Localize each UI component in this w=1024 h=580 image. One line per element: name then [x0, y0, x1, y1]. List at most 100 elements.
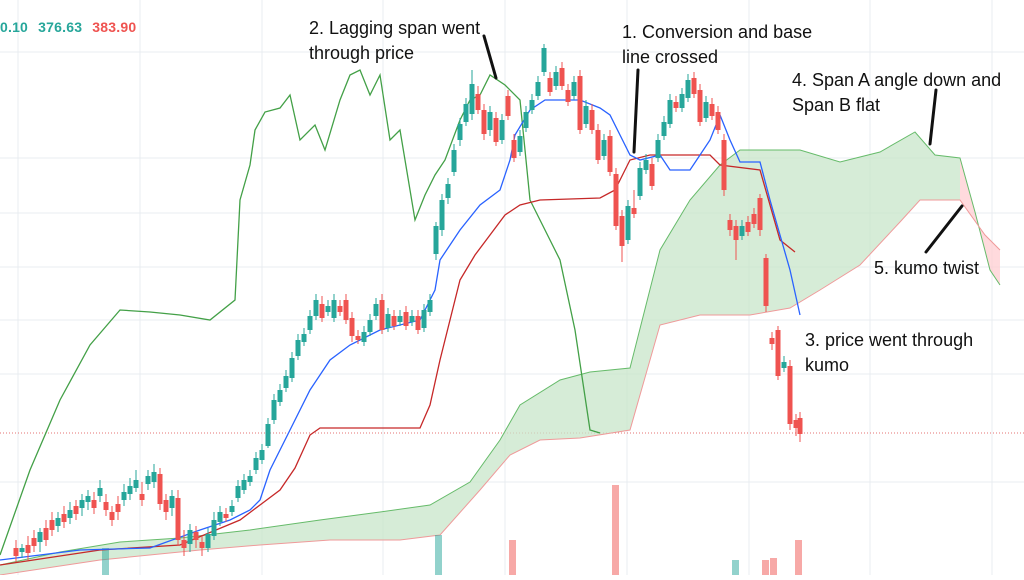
volume-bars: [102, 485, 802, 575]
candle: [13, 540, 19, 562]
candle: [565, 84, 571, 106]
candle: [559, 62, 565, 90]
candle: [193, 526, 199, 548]
candle: [643, 154, 649, 174]
candle: [739, 220, 745, 240]
candle-body: [67, 510, 73, 518]
candle: [463, 98, 469, 126]
candle: [499, 114, 505, 144]
candle: [769, 332, 775, 350]
candle-body: [73, 506, 79, 514]
candle-body: [751, 214, 757, 224]
candle-body: [313, 300, 319, 316]
candle: [433, 222, 439, 260]
candle: [523, 106, 529, 132]
volume-bar: [795, 540, 802, 575]
cloud-bearish-fill: [960, 158, 1000, 285]
candle: [223, 508, 229, 522]
candle: [439, 194, 445, 236]
candle-body: [187, 530, 193, 544]
candle-body: [151, 472, 157, 482]
candle-body: [781, 362, 787, 368]
candle-body: [715, 112, 721, 130]
candle-body: [253, 458, 259, 470]
candle-body: [259, 450, 265, 460]
candle-body: [607, 136, 613, 172]
candle-body: [31, 538, 37, 546]
candle: [361, 326, 367, 346]
candle: [679, 88, 685, 112]
candle-body: [511, 140, 517, 158]
candle: [349, 312, 355, 342]
candle-body: [337, 306, 343, 312]
candle: [655, 134, 661, 162]
candle-body: [349, 318, 355, 336]
candle-body: [583, 106, 589, 124]
candle-body: [295, 340, 301, 356]
candle-body: [211, 520, 217, 536]
candle-body: [343, 300, 349, 320]
candle: [205, 528, 211, 552]
candle: [451, 144, 457, 176]
candle-body: [667, 100, 673, 124]
candle: [409, 310, 415, 326]
candle-body: [463, 104, 469, 122]
candle-body: [55, 518, 61, 526]
candle: [427, 294, 433, 316]
candle-body: [451, 150, 457, 172]
candle: [145, 470, 151, 490]
candle-body: [385, 314, 391, 328]
candle-body: [721, 140, 727, 190]
candle: [619, 210, 625, 262]
candle-body: [709, 104, 715, 116]
candle: [583, 100, 589, 128]
annotation-lagging-span: 2. Lagging span went through price: [309, 16, 480, 66]
candle-body: [115, 504, 121, 512]
candle: [319, 296, 325, 322]
candle: [115, 496, 121, 520]
candle: [229, 500, 235, 516]
candle: [397, 310, 403, 326]
candle: [487, 106, 493, 136]
candle: [103, 494, 109, 516]
annotation-line: 2. Lagging span went: [309, 18, 481, 38]
candle-body: [103, 502, 109, 510]
annotation-pointer: [482, 34, 498, 80]
candle-body: [427, 300, 433, 312]
candle-body: [685, 80, 691, 98]
annotation-line: 1. Conversion and base: [622, 22, 813, 42]
candle: [217, 506, 223, 526]
candle: [673, 96, 679, 112]
candle-body: [697, 90, 703, 122]
candle: [55, 512, 61, 532]
candle-body: [769, 338, 775, 344]
candle: [91, 492, 97, 514]
candle-body: [127, 486, 133, 494]
candle: [589, 104, 595, 134]
candle-body: [223, 514, 229, 518]
candle-body: [577, 76, 583, 130]
candle-body: [409, 316, 415, 322]
candle-body: [91, 500, 97, 508]
candle-body: [727, 220, 733, 230]
candle: [691, 72, 697, 98]
annotation-line: Span B flat: [792, 95, 881, 115]
candle: [331, 294, 337, 322]
candle: [313, 294, 319, 320]
candle-body: [421, 310, 427, 328]
candle-body: [763, 258, 769, 306]
candle-body: [49, 520, 55, 530]
candle-body: [301, 334, 307, 342]
candle-body: [625, 206, 631, 240]
annotation-price-through-kumo: 3. price went through kumo: [805, 328, 973, 378]
candle: [475, 86, 481, 114]
candle: [25, 536, 31, 560]
candle-body: [265, 424, 271, 446]
candle-body: [109, 512, 115, 520]
candle-body: [481, 110, 487, 134]
candle-body: [25, 545, 31, 553]
candle: [79, 494, 85, 516]
annotation-line: through price: [309, 43, 415, 63]
